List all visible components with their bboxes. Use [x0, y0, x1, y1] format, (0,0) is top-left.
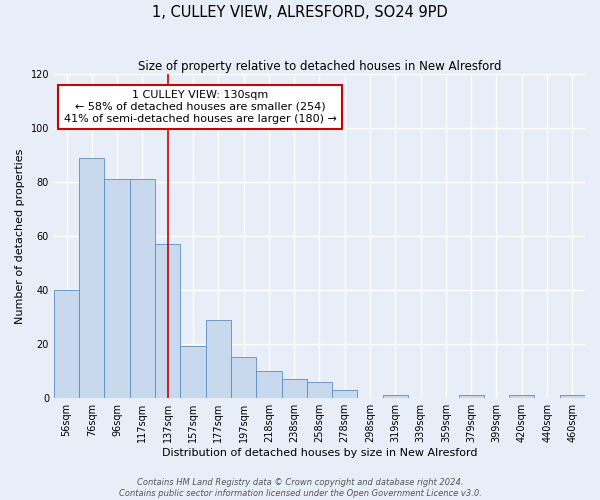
- Bar: [231, 358, 256, 398]
- Bar: [104, 180, 130, 398]
- Bar: [509, 395, 535, 398]
- Y-axis label: Number of detached properties: Number of detached properties: [15, 148, 25, 324]
- Text: 1, CULLEY VIEW, ALRESFORD, SO24 9PD: 1, CULLEY VIEW, ALRESFORD, SO24 9PD: [152, 5, 448, 20]
- Bar: [79, 158, 104, 398]
- Text: 1 CULLEY VIEW: 130sqm
← 58% of detached houses are smaller (254)
41% of semi-det: 1 CULLEY VIEW: 130sqm ← 58% of detached …: [64, 90, 337, 124]
- Bar: [54, 290, 79, 398]
- Bar: [206, 320, 231, 398]
- Bar: [332, 390, 358, 398]
- X-axis label: Distribution of detached houses by size in New Alresford: Distribution of detached houses by size …: [162, 448, 477, 458]
- Bar: [130, 180, 155, 398]
- Bar: [458, 395, 484, 398]
- Bar: [383, 395, 408, 398]
- Bar: [155, 244, 181, 398]
- Text: Contains HM Land Registry data © Crown copyright and database right 2024.
Contai: Contains HM Land Registry data © Crown c…: [119, 478, 481, 498]
- Bar: [560, 395, 585, 398]
- Bar: [181, 346, 206, 398]
- Title: Size of property relative to detached houses in New Alresford: Size of property relative to detached ho…: [138, 60, 501, 73]
- Bar: [281, 379, 307, 398]
- Bar: [307, 382, 332, 398]
- Bar: [256, 370, 281, 398]
